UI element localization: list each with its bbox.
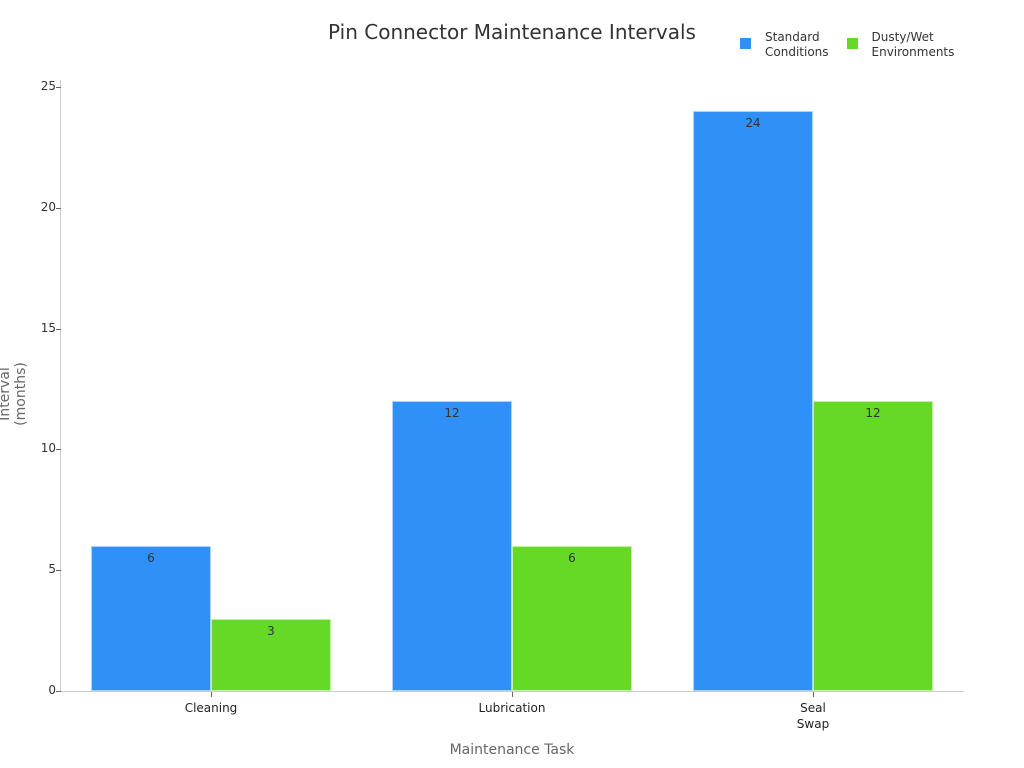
- bar[interactable]: 6: [512, 546, 632, 691]
- y-tick-label: 5: [48, 562, 56, 577]
- y-tick-label: 0: [48, 683, 56, 697]
- legend-label-dusty-wet: Dusty/Wet Environments: [871, 30, 955, 59]
- bar[interactable]: 6: [91, 546, 211, 691]
- y-tick-mark: [56, 87, 61, 88]
- y-tick-label: 20: [40, 199, 56, 214]
- y-tick-mark: [56, 570, 61, 572]
- bar-value-label: 3: [267, 623, 275, 638]
- y-axis-label: Interval (months): [0, 362, 29, 426]
- legend-label-standard: Standard Conditions: [765, 30, 829, 59]
- x-tick-label: Lubrication: [478, 701, 546, 715]
- y-tick-label: 25: [40, 79, 56, 93]
- bar[interactable]: 12: [813, 401, 933, 691]
- bar-value-label: 24: [745, 116, 761, 131]
- y-tick-mark: [56, 691, 61, 692]
- y-tick-label: 10: [40, 441, 56, 456]
- y-tick-label: 15: [40, 320, 56, 335]
- bar[interactable]: 3: [211, 618, 331, 691]
- x-tick-mark: [512, 692, 513, 697]
- bar-value-label: 12: [444, 406, 460, 421]
- chart-title: Pin Connector Maintenance Intervals: [328, 20, 696, 44]
- bar-value-label: 6: [568, 551, 576, 566]
- bar[interactable]: 12: [392, 401, 512, 691]
- legend-swatch-dusty-wet: [846, 38, 858, 49]
- legend-item-standard[interactable]: Standard Conditions: [740, 30, 829, 60]
- y-tick-mark: [56, 328, 61, 330]
- bar-value-label: 6: [147, 551, 155, 566]
- x-tick-label: Cleaning: [184, 701, 238, 715]
- y-tick-mark: [56, 207, 61, 209]
- x-axis-label: Maintenance Task: [449, 742, 575, 758]
- legend: Standard Conditions Dusty/Wet Environmen…: [740, 30, 954, 60]
- x-tick-mark: [813, 692, 814, 697]
- bar-value-label: 12: [865, 406, 881, 421]
- y-axis-line: [60, 80, 61, 692]
- legend-item-dusty-wet[interactable]: Dusty/Wet Environments: [846, 30, 955, 60]
- y-tick-mark: [56, 449, 61, 451]
- x-tick-mark: [211, 692, 212, 697]
- x-axis-line: [60, 691, 964, 692]
- legend-swatch-standard: [740, 38, 751, 49]
- x-tick-label: Seal Swap: [796, 701, 830, 731]
- bar[interactable]: 24: [693, 111, 813, 691]
